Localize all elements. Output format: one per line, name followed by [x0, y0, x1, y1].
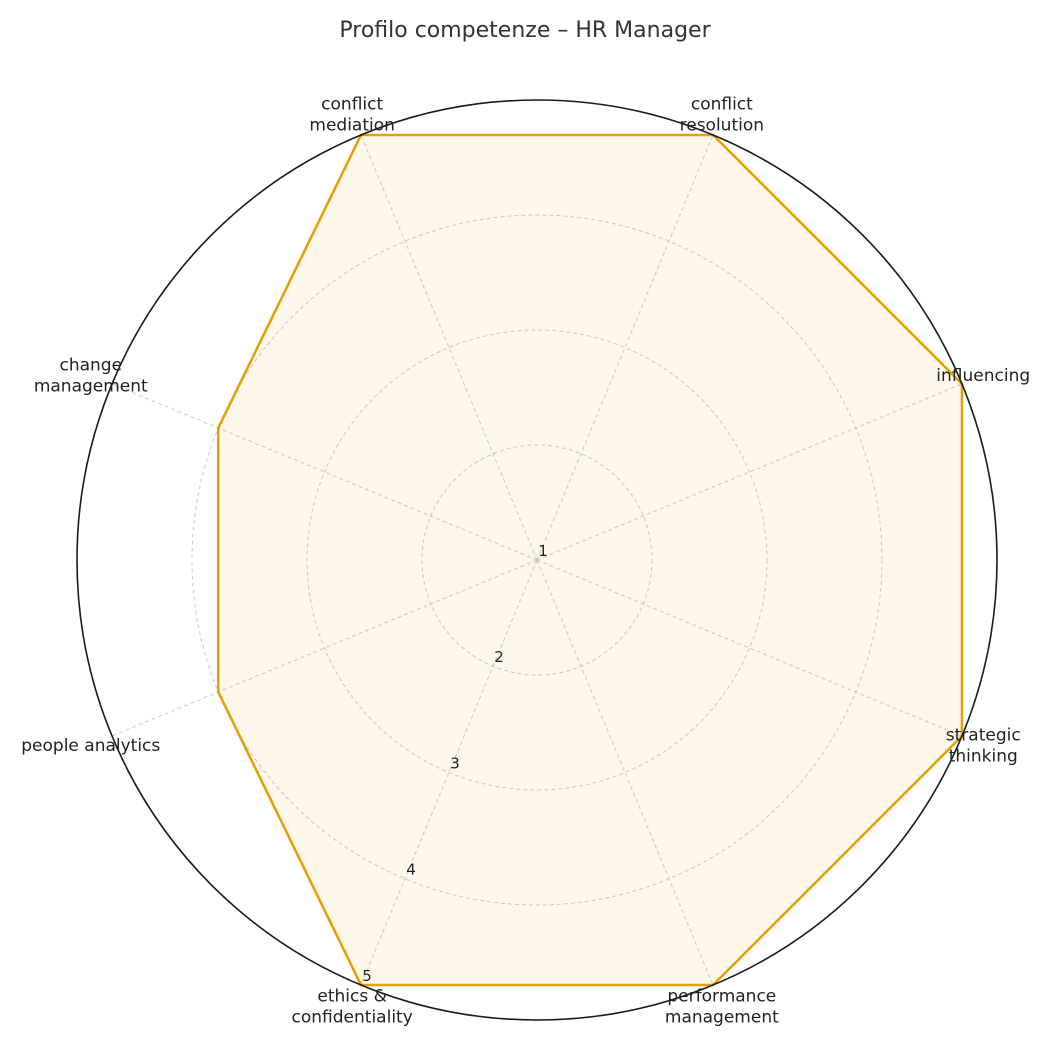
r-tick-label: 4: [406, 861, 416, 879]
axis-label: change management: [34, 356, 148, 397]
axis-label: people analytics: [21, 736, 160, 756]
grid-ring: [421, 444, 653, 676]
axis-label: influencing: [936, 366, 1030, 386]
outer-circle: [76, 99, 998, 1021]
r-tick-label: 5: [362, 967, 372, 985]
r-tick-label: 3: [450, 754, 460, 772]
axis-label: conflict mediation: [309, 94, 395, 135]
grid-ring: [306, 329, 768, 791]
axis-label: conflict resolution: [680, 94, 764, 135]
series-fill: [218, 135, 962, 985]
axis-label: strategic thinking: [946, 725, 1021, 766]
grid-ring: [191, 214, 883, 906]
chart-title: Profilo competenze – HR Manager: [339, 18, 711, 43]
r-tick-label: 2: [494, 648, 504, 666]
r-tick-label: 1: [538, 542, 548, 560]
axis-label: performance management: [665, 987, 779, 1028]
axis-label: ethics & confidentiality: [292, 987, 413, 1028]
